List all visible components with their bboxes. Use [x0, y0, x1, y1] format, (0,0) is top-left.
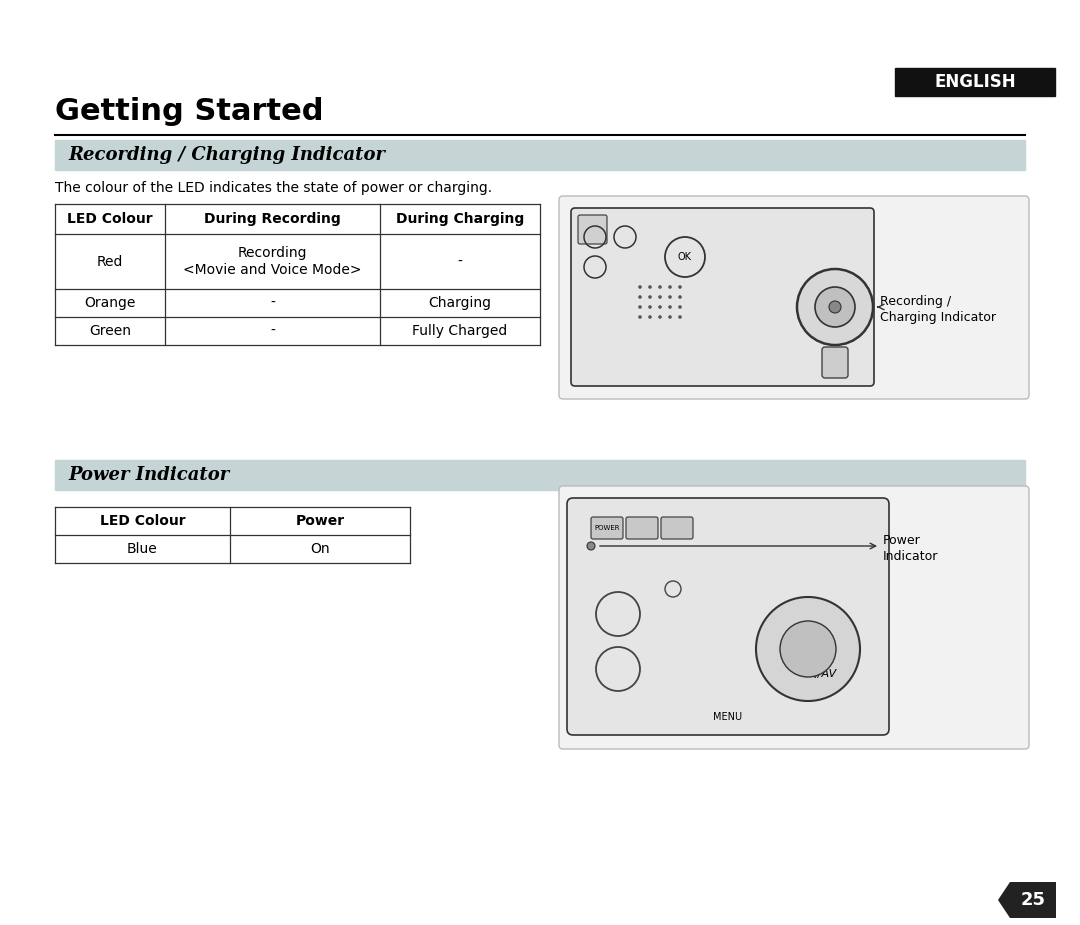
Circle shape: [669, 315, 672, 319]
FancyBboxPatch shape: [895, 68, 1055, 96]
Circle shape: [669, 295, 672, 299]
Text: LED Colour: LED Colour: [99, 514, 186, 528]
Text: Power: Power: [883, 534, 921, 547]
Text: MENU: MENU: [714, 712, 743, 722]
Circle shape: [648, 315, 652, 319]
Circle shape: [669, 305, 672, 309]
Text: Q/AV: Q/AV: [809, 669, 837, 679]
Text: Indicator: Indicator: [883, 549, 939, 562]
Circle shape: [797, 269, 873, 345]
Text: Charging Indicator: Charging Indicator: [880, 312, 996, 325]
Circle shape: [678, 315, 681, 319]
Circle shape: [658, 285, 662, 289]
FancyBboxPatch shape: [559, 486, 1029, 749]
Text: During Charging: During Charging: [396, 212, 524, 226]
Text: -: -: [270, 324, 275, 338]
FancyBboxPatch shape: [626, 517, 658, 539]
Circle shape: [658, 295, 662, 299]
Text: LED Colour: LED Colour: [67, 212, 152, 226]
Circle shape: [648, 295, 652, 299]
Text: Orange: Orange: [84, 296, 136, 310]
Text: -: -: [458, 254, 462, 268]
Polygon shape: [1010, 882, 1056, 918]
Text: Charging: Charging: [429, 296, 491, 310]
FancyBboxPatch shape: [55, 140, 1025, 170]
FancyBboxPatch shape: [578, 215, 607, 244]
Text: Recording / Charging Indicator: Recording / Charging Indicator: [68, 146, 384, 164]
Text: Fully Charged: Fully Charged: [413, 324, 508, 338]
FancyBboxPatch shape: [55, 460, 1025, 490]
Text: Recording
<Movie and Voice Mode>: Recording <Movie and Voice Mode>: [184, 246, 362, 277]
Circle shape: [638, 285, 642, 289]
Circle shape: [638, 305, 642, 309]
Circle shape: [588, 542, 595, 550]
Text: -: -: [270, 296, 275, 310]
Text: Getting Started: Getting Started: [55, 97, 324, 127]
Circle shape: [669, 285, 672, 289]
Text: Red: Red: [97, 254, 123, 268]
FancyBboxPatch shape: [559, 196, 1029, 399]
Circle shape: [815, 287, 855, 327]
Text: The colour of the LED indicates the state of power or charging.: The colour of the LED indicates the stat…: [55, 181, 492, 195]
Text: During Recording: During Recording: [204, 212, 341, 226]
Circle shape: [638, 295, 642, 299]
Circle shape: [678, 305, 681, 309]
Circle shape: [658, 305, 662, 309]
FancyBboxPatch shape: [822, 347, 848, 378]
Text: On: On: [310, 542, 329, 556]
Text: Recording /: Recording /: [880, 295, 951, 309]
FancyBboxPatch shape: [567, 498, 889, 735]
Text: Green: Green: [89, 324, 131, 338]
Circle shape: [648, 305, 652, 309]
Text: Power Indicator: Power Indicator: [68, 466, 229, 484]
Circle shape: [678, 285, 681, 289]
Circle shape: [648, 285, 652, 289]
FancyBboxPatch shape: [661, 517, 693, 539]
Text: 25: 25: [1021, 891, 1045, 909]
Circle shape: [756, 597, 860, 701]
Text: OK: OK: [678, 252, 692, 262]
Circle shape: [658, 315, 662, 319]
Circle shape: [678, 295, 681, 299]
Circle shape: [638, 315, 642, 319]
Text: POWER: POWER: [594, 525, 620, 531]
FancyBboxPatch shape: [571, 208, 874, 386]
Text: ENGLISH: ENGLISH: [934, 73, 1016, 91]
Circle shape: [829, 301, 841, 313]
FancyBboxPatch shape: [591, 517, 623, 539]
Circle shape: [780, 621, 836, 677]
Polygon shape: [998, 882, 1010, 918]
Text: Power: Power: [296, 514, 345, 528]
Text: Blue: Blue: [127, 542, 158, 556]
